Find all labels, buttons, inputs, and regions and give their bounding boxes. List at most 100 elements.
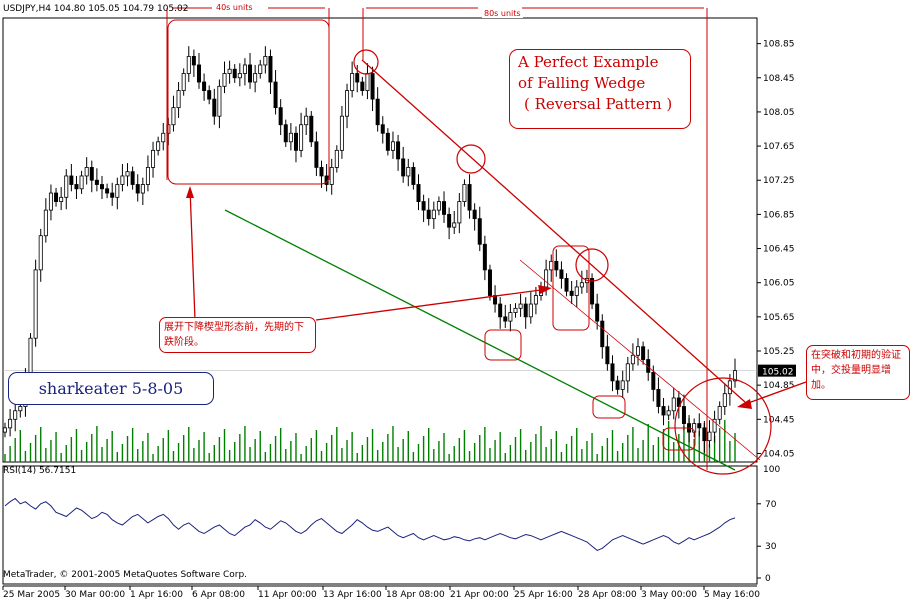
candle-body (411, 167, 416, 185)
candle-body (702, 427, 707, 442)
candle-body (610, 363, 615, 382)
rsi-line (4, 497, 736, 551)
date-tick-label: 1 Apr 16:00 (130, 590, 183, 600)
rsi-tick-label: 70 (765, 500, 777, 510)
units-right-label: 80s units (482, 9, 523, 18)
candle-body (717, 406, 722, 420)
prior-decline-box (167, 19, 330, 185)
candle-body (467, 184, 472, 211)
candle-body (156, 141, 161, 151)
candle-body (89, 167, 94, 181)
date-tick-label: 6 Apr 08:00 (192, 590, 245, 600)
date-tick-label: 30 Mar 00:00 (65, 590, 125, 600)
candle-body (33, 269, 38, 339)
candle-body (237, 73, 242, 79)
arrow-to-consolidation (315, 288, 549, 321)
date-tick-label: 13 Apr 16:00 (323, 590, 382, 600)
candle-body (396, 141, 401, 160)
price-tick-label: 104.05 (763, 449, 795, 459)
candle-body (600, 320, 605, 348)
date-tick-label: 11 Apr 00:00 (258, 590, 317, 600)
pattern-title-box: A Perfect Example of Falling Wedge ( Rev… (509, 49, 691, 129)
low-box (592, 395, 626, 419)
candle-body (442, 201, 447, 215)
candle-body (151, 149, 156, 168)
price-tick-label: 108.45 (763, 74, 795, 84)
touch-point-circle (456, 144, 486, 174)
candle-body (48, 192, 53, 211)
date-tick-label: 18 Apr 08:00 (386, 590, 445, 600)
ohlc-low: 104.79 (122, 4, 155, 14)
candle-body (334, 149, 339, 168)
candle-body (105, 188, 110, 194)
rsi-panel (4, 497, 736, 551)
candlesticks (3, 46, 738, 453)
candle-body (186, 56, 191, 74)
candle-body (304, 115, 309, 126)
candle-body (59, 196, 64, 202)
main-plot-border (2, 17, 758, 463)
candle-body (217, 85, 222, 117)
candle-body (605, 346, 610, 365)
candle-body (263, 56, 268, 66)
candle-body (579, 282, 584, 288)
candle-body (472, 209, 477, 220)
candle-body (615, 380, 620, 390)
candle-body (84, 167, 89, 177)
price-tick-label: 106.45 (763, 245, 795, 255)
ohlc-open: 104.80 (53, 4, 86, 14)
title-line-1: A Perfect Example (518, 53, 659, 71)
symbol-header: USDJPY,H4 104.80 105.05 104.79 105.02 (3, 4, 188, 14)
candle-body (595, 303, 600, 322)
price-tick-label: 105.65 (763, 313, 795, 323)
chart-frame (2, 17, 758, 587)
rsi-tick-label: 30 (765, 542, 777, 552)
candle-body (99, 184, 104, 190)
touch-point-circle (575, 248, 609, 282)
candle-body (569, 290, 574, 296)
candle-body (533, 295, 538, 305)
candle-body (273, 81, 278, 109)
candle-body (370, 73, 375, 100)
candle-body (212, 98, 217, 117)
candle-body (145, 167, 150, 185)
price-tick-label: 104.45 (763, 415, 795, 425)
candle-body (283, 124, 288, 143)
rsi-plot-border (2, 465, 758, 585)
price-tick-label: 108.05 (763, 108, 795, 118)
candle-body (457, 201, 462, 224)
candle-body (447, 213, 452, 228)
candle-body (661, 406, 666, 416)
arrow-head (737, 399, 752, 409)
candle-body (18, 406, 23, 412)
date-tick-label: 3 May 00:00 (641, 590, 697, 600)
candle-body (125, 171, 130, 177)
price-tick-label: 107.65 (763, 142, 795, 152)
arrow-head (186, 186, 194, 198)
candle-body (549, 260, 554, 271)
price-tick-label: 106.05 (763, 279, 795, 289)
price-tick-label: 105.25 (763, 347, 795, 357)
candle-body (64, 175, 69, 198)
candle-body (574, 286, 579, 296)
candle-body (692, 423, 697, 433)
candle-body (227, 68, 232, 74)
candle-body (477, 218, 482, 245)
candle-body (253, 73, 258, 83)
candle-body (681, 406, 686, 424)
candle-body (314, 141, 319, 168)
candle-body (115, 184, 120, 198)
candle-body (406, 167, 411, 177)
candle-body (43, 209, 48, 237)
candle-body (242, 64, 247, 74)
candle-body (309, 115, 314, 143)
candle-body (232, 68, 237, 79)
candle-body (559, 269, 564, 279)
candle-body (508, 312, 513, 322)
date-tick-label: 25 Apr 16:00 (514, 590, 573, 600)
candle-body (620, 380, 625, 390)
candle-body (110, 192, 115, 198)
candle-body (171, 107, 176, 126)
candle-body (94, 179, 99, 185)
candle-body (416, 184, 421, 202)
